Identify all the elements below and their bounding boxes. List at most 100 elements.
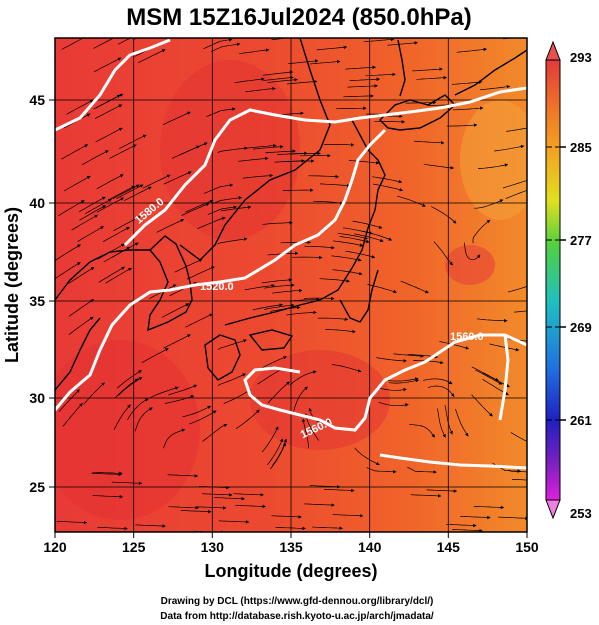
streamline: [451, 80, 483, 85]
credit-data: Data from http://database.rish.kyoto-u.a…: [160, 611, 434, 622]
x-tick-label: 150: [515, 539, 539, 555]
cool-patch: [460, 100, 527, 220]
streamline: [68, 316, 94, 335]
colorbar: 293 285 277 269 261 253: [545, 40, 592, 521]
streamline: [267, 381, 290, 404]
streamline: [286, 310, 317, 316]
streamline: [93, 38, 115, 49]
streamline: [116, 370, 142, 389]
streamline: [195, 506, 227, 510]
x-tick-label: 130: [201, 539, 225, 555]
x-axis-label: Longitude (degrees): [204, 561, 377, 581]
streamline: [367, 284, 397, 294]
streamline: [397, 195, 426, 207]
streamline: [363, 38, 395, 43]
streamline: [97, 526, 128, 531]
streamline: [108, 185, 136, 201]
streamline: [127, 398, 149, 420]
streamline: [423, 378, 453, 385]
streamline: [372, 176, 403, 184]
colorbar-scale: [545, 59, 561, 501]
streamline: [400, 280, 429, 294]
streamline: [182, 405, 212, 418]
streamline: [174, 259, 203, 273]
warm-patch: [250, 350, 390, 450]
y-axis-label: Latitude (degrees): [2, 207, 22, 363]
colorbar-tick-label: 285: [570, 140, 592, 155]
streamline: [163, 428, 186, 449]
colorbar-bottom-arrow: [545, 499, 561, 520]
streamline: [388, 378, 420, 384]
streamline: [263, 75, 294, 81]
streamline: [203, 38, 233, 50]
streamline: [409, 424, 435, 438]
x-tick-label: 140: [358, 539, 382, 555]
streamline: [510, 432, 527, 442]
colorbar-tick-label: 269: [570, 320, 592, 335]
streamline: [77, 226, 104, 242]
streamline: [245, 86, 276, 93]
streamline: [412, 67, 443, 72]
streamline: [91, 472, 122, 477]
streamline: [235, 504, 266, 509]
japan-honshu: [224, 119, 386, 326]
streamline: [477, 163, 509, 169]
height-contours: [55, 38, 527, 470]
streamline: [337, 232, 368, 240]
streamline: [354, 233, 384, 243]
streamline: [168, 384, 198, 396]
grid: [55, 38, 527, 532]
x-tick-label: 145: [437, 539, 461, 555]
streamline: [427, 385, 455, 397]
streamline: [58, 389, 80, 412]
streamline: [79, 205, 107, 221]
streamline: [92, 494, 124, 499]
streamline: [156, 219, 185, 233]
streamline: [238, 156, 269, 162]
streamline: [460, 515, 491, 520]
streamline: [349, 77, 381, 82]
streamline: [202, 493, 233, 497]
streamline: [85, 198, 112, 215]
streamline: [313, 200, 344, 205]
streamline: [180, 509, 212, 514]
streamline: [223, 389, 251, 404]
streamline: [374, 120, 406, 124]
streamline: [426, 489, 458, 493]
streamline: [261, 278, 293, 284]
streamline: [149, 386, 179, 399]
japan-kyushu: [204, 334, 241, 381]
streamline: [479, 84, 511, 91]
streamline: [373, 183, 404, 192]
streamline: [433, 241, 453, 266]
streamline: [261, 426, 279, 453]
streamline: [272, 288, 303, 294]
streamline: [105, 267, 133, 284]
streamline: [92, 471, 123, 476]
streamline: [336, 106, 367, 110]
streamline: [431, 206, 457, 224]
streamline: [439, 341, 470, 350]
streamline: [142, 174, 171, 189]
streamline: [304, 413, 320, 441]
streamline: [257, 368, 284, 385]
streamline: [289, 297, 320, 302]
y-tick-label: 35: [29, 293, 45, 309]
streamline: [264, 303, 295, 310]
streamline: [244, 283, 275, 291]
streamline: [252, 303, 283, 311]
credit-drawing: Drawing by DCL (https://www.gfd-dennou.o…: [161, 596, 434, 607]
russia-coast: [179, 38, 331, 261]
streamline: [301, 418, 309, 449]
streamline: [393, 353, 424, 358]
streamline: [292, 255, 323, 260]
streamline: [210, 42, 241, 52]
colorbar-top-arrow: [545, 40, 561, 61]
streamline: [117, 38, 132, 45]
streamline: [246, 143, 277, 149]
streamline: [455, 408, 469, 437]
streamline: [365, 72, 396, 77]
streamline: [95, 127, 123, 143]
streamline: [217, 146, 248, 153]
streamline: [264, 283, 295, 289]
